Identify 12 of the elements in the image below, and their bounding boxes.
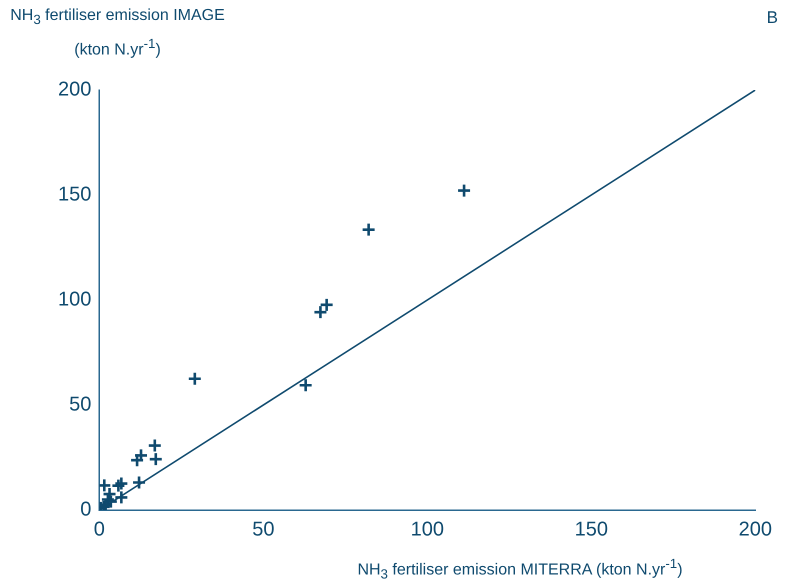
x-axis-title: NH$_{3}$ fertiliser emission MITERRA (kton N.yr$^{-1}$) bbox=[356, 556, 684, 582]
y-tick-label: 200 bbox=[58, 78, 92, 101]
text: B bbox=[766, 8, 778, 28]
y-tick-label: 100 bbox=[58, 288, 92, 311]
y-tick-label: 0 bbox=[80, 498, 92, 521]
y-tick-label: 50 bbox=[69, 394, 92, 416]
x-tick-label: 150 bbox=[574, 518, 608, 541]
x-tick-label: 50 bbox=[252, 518, 274, 541]
y-tick-label: 150 bbox=[58, 184, 92, 206]
y-axis-title: NH$_{3}$ fertiliser emission IMAGE (kton N.yr$^{-1}$) bbox=[10, 6, 225, 61]
x-tick-label: 100 bbox=[410, 518, 444, 541]
x-tick-label: 200 bbox=[738, 518, 772, 541]
